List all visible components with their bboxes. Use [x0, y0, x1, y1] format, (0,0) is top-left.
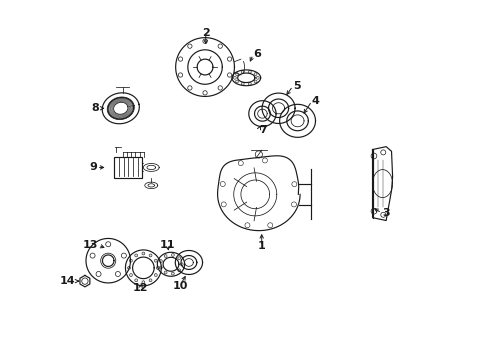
- Circle shape: [370, 208, 376, 214]
- Circle shape: [238, 161, 243, 166]
- Circle shape: [159, 266, 162, 269]
- Circle shape: [203, 39, 207, 43]
- Text: 4: 4: [311, 96, 319, 106]
- Circle shape: [220, 181, 225, 186]
- Circle shape: [142, 252, 144, 255]
- Circle shape: [218, 44, 222, 48]
- Text: 1: 1: [257, 241, 265, 251]
- Text: 10: 10: [172, 281, 187, 291]
- Circle shape: [178, 269, 180, 272]
- Circle shape: [171, 272, 174, 275]
- Circle shape: [142, 281, 144, 284]
- Circle shape: [178, 257, 180, 260]
- Circle shape: [81, 278, 88, 284]
- Circle shape: [187, 86, 192, 90]
- Circle shape: [178, 57, 183, 61]
- Circle shape: [180, 263, 183, 266]
- Circle shape: [235, 73, 238, 76]
- Circle shape: [129, 259, 132, 262]
- Circle shape: [218, 86, 222, 90]
- Circle shape: [255, 151, 262, 158]
- Text: 8: 8: [91, 103, 99, 113]
- Text: 5: 5: [292, 81, 300, 91]
- Circle shape: [248, 82, 251, 85]
- Circle shape: [90, 253, 95, 258]
- Circle shape: [233, 76, 236, 79]
- Circle shape: [156, 266, 159, 269]
- Circle shape: [164, 271, 167, 274]
- Text: 3: 3: [381, 208, 388, 218]
- Circle shape: [235, 80, 238, 83]
- Circle shape: [96, 271, 101, 276]
- Text: 9: 9: [89, 162, 97, 172]
- Circle shape: [154, 274, 157, 276]
- Circle shape: [221, 202, 226, 207]
- Circle shape: [256, 76, 259, 79]
- Circle shape: [101, 253, 116, 268]
- Text: 7: 7: [258, 125, 266, 135]
- Circle shape: [244, 223, 249, 228]
- Circle shape: [115, 271, 120, 276]
- Circle shape: [187, 44, 192, 48]
- Circle shape: [262, 158, 267, 163]
- Circle shape: [241, 82, 244, 85]
- Circle shape: [227, 73, 231, 77]
- Text: 14: 14: [60, 276, 75, 286]
- Circle shape: [241, 70, 244, 73]
- Circle shape: [121, 253, 126, 258]
- Circle shape: [291, 182, 296, 187]
- Circle shape: [380, 150, 385, 155]
- Text: 13: 13: [82, 240, 98, 250]
- Circle shape: [291, 202, 296, 207]
- Circle shape: [178, 73, 183, 77]
- Circle shape: [227, 57, 231, 61]
- Circle shape: [267, 223, 272, 228]
- Circle shape: [203, 91, 207, 95]
- Circle shape: [164, 255, 167, 257]
- Circle shape: [149, 254, 152, 257]
- Circle shape: [254, 73, 257, 76]
- Circle shape: [149, 279, 152, 282]
- Circle shape: [380, 212, 385, 217]
- Circle shape: [154, 259, 157, 262]
- Text: 2: 2: [202, 28, 209, 38]
- Circle shape: [254, 80, 257, 83]
- Text: 11: 11: [159, 239, 175, 249]
- Text: 6: 6: [253, 49, 261, 59]
- Circle shape: [171, 253, 174, 256]
- Circle shape: [370, 153, 376, 159]
- Circle shape: [135, 279, 137, 282]
- Circle shape: [105, 242, 110, 247]
- Text: 12: 12: [132, 283, 148, 293]
- Circle shape: [248, 70, 251, 73]
- Circle shape: [129, 274, 132, 276]
- Circle shape: [159, 260, 162, 262]
- Circle shape: [135, 254, 137, 257]
- Circle shape: [127, 266, 130, 269]
